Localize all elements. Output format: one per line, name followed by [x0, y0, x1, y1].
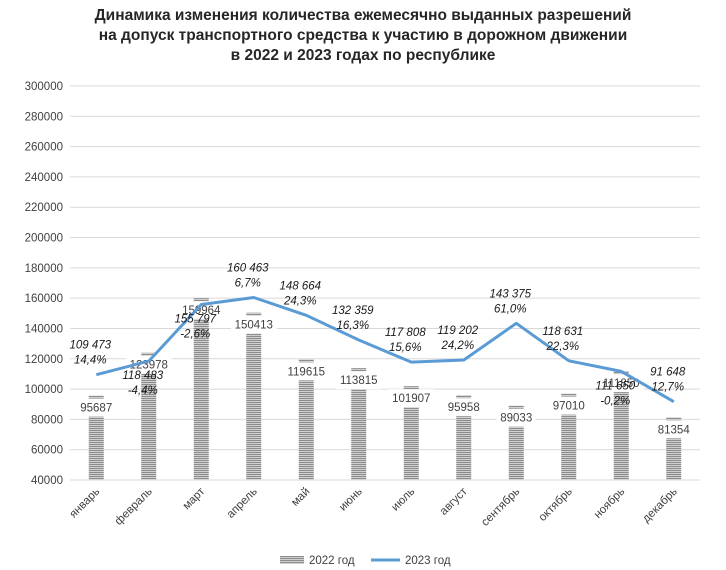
line-change-label: -0,2%	[600, 395, 630, 407]
bar-label-bg	[496, 408, 536, 427]
line-series-2023	[95, 296, 675, 403]
bar-label-bg	[388, 389, 435, 408]
line-change-label: 6,7%	[235, 277, 261, 289]
bar-label-bg	[654, 420, 694, 439]
line-data-label: 111 650	[595, 380, 635, 392]
bar-data-label: 113815	[340, 375, 378, 387]
bar-data-label: 111850	[603, 378, 640, 390]
bar	[246, 312, 262, 480]
line-change-label: -2,6%	[180, 329, 210, 341]
line-labels: 109 473 14,4% 118 483 -4,4% 155 797 -2,6% 160 …	[69, 262, 685, 407]
y-tick-label: 80000	[31, 414, 63, 426]
y-tick-label: 240000	[25, 172, 63, 184]
y-tick-label: 260000	[25, 142, 63, 154]
y-tick-label: 120000	[25, 354, 63, 366]
bar-label-bg	[549, 396, 589, 415]
bar-data-label: 89033	[500, 413, 532, 425]
bar	[613, 371, 629, 480]
x-tick-label: февраль	[113, 486, 155, 528]
y-tick-label: 220000	[25, 202, 63, 214]
legend-label-2022: 2022 год	[309, 555, 355, 567]
x-tick-label: март	[181, 485, 208, 512]
x-tick-label: август	[438, 485, 471, 518]
line-change-label: 22,3%	[545, 341, 579, 353]
line-data-label: 148 664	[279, 280, 321, 292]
line-path	[95, 296, 675, 403]
x-tick-label: сентябрь	[479, 486, 522, 529]
line-data-label: 132 359	[332, 305, 374, 317]
bar-label-bg	[230, 315, 277, 334]
line-change-label: 24,2%	[440, 340, 474, 352]
y-tick-label: 140000	[25, 323, 63, 335]
legend-label-2023: 2023 год	[405, 555, 451, 567]
gridlines	[70, 85, 700, 481]
line-data-label: 118 483	[122, 370, 163, 382]
y-axis: 40000 60000 80000 100000 120000 140000 160000 1…	[25, 81, 63, 487]
chart-title-line-1: Динамика изменения количества ежемесячно…	[94, 7, 632, 24]
x-tick-label: апрель	[225, 486, 260, 521]
line-data-label: 155 797	[174, 314, 216, 326]
bar-label-bg	[283, 362, 330, 381]
y-tick-label: 60000	[31, 445, 63, 457]
bar-labels: 9568712397815996415041311961511381510190…	[76, 301, 694, 439]
y-tick-label: 100000	[25, 384, 63, 396]
line-data-label: 118 631	[542, 326, 583, 338]
y-tick-label: 200000	[25, 233, 63, 245]
y-tick-label: 280000	[25, 111, 63, 123]
bar	[561, 393, 577, 480]
legend-swatch-2022	[280, 556, 304, 564]
bar	[88, 395, 104, 480]
line-data-label: 117 808	[385, 327, 426, 339]
x-tick-label: октябрь	[537, 486, 575, 524]
bar	[456, 395, 472, 480]
line-change-label: 61,0%	[494, 303, 527, 315]
legend: 2022 год 2023 год	[280, 555, 451, 567]
chart-title: Динамика изменения количества ежемесячно…	[0, 6, 726, 66]
line-change-label: -4,4%	[128, 385, 158, 397]
x-tick-label: май	[289, 486, 312, 509]
y-tick-label: 300000	[25, 81, 63, 93]
x-tick-label: июнь	[337, 486, 365, 514]
bar-label-bg	[335, 371, 382, 390]
bar-label-bg	[125, 355, 172, 374]
bar-data-label: 150413	[235, 320, 273, 332]
bar	[403, 386, 419, 480]
x-tick-label: декабрь	[640, 486, 679, 525]
bar-label-bg	[444, 398, 484, 417]
line-change-label: 24,3%	[283, 295, 317, 307]
line-data-label: 160 463	[227, 262, 269, 274]
y-tick-label: 40000	[31, 475, 63, 487]
x-tick-label: ноябрь	[592, 486, 627, 521]
chart-title-line-2: на допуск транспортного средства к участ…	[98, 27, 628, 44]
y-tick-label: 160000	[25, 293, 63, 305]
bar	[351, 368, 367, 480]
line-change-label: 14,4%	[74, 355, 107, 367]
bar	[193, 298, 209, 480]
line-data-label: 119 202	[437, 325, 478, 337]
y-tick-label: 180000	[25, 263, 63, 275]
line-change-label: 15,6%	[389, 342, 422, 354]
bar-data-label: 97010	[553, 401, 585, 413]
line-change-label: 16,3%	[336, 320, 369, 332]
line-data-label: 109 473	[69, 340, 111, 352]
bar-label-bg	[76, 398, 116, 417]
chart-title-line-3: в 2022 и 2023 годах по республике	[230, 47, 496, 64]
line-data-label: 143 375	[489, 288, 531, 300]
x-tick-label: январь	[67, 486, 102, 521]
x-axis: январь февраль март апрель май июнь июль август…	[67, 479, 700, 529]
x-tick-label: июль	[389, 486, 417, 514]
bar-data-label: 95958	[448, 402, 480, 414]
bar	[141, 352, 157, 480]
bar-data-label: 81354	[658, 424, 691, 436]
bar-data-label: 95687	[80, 403, 112, 415]
bar	[298, 359, 314, 480]
bar-data-label: 119615	[287, 366, 325, 378]
bar-data-label: 101907	[392, 393, 430, 405]
line-data-label: 91 648	[650, 367, 686, 379]
line-change-label: 12,7%	[651, 382, 684, 394]
